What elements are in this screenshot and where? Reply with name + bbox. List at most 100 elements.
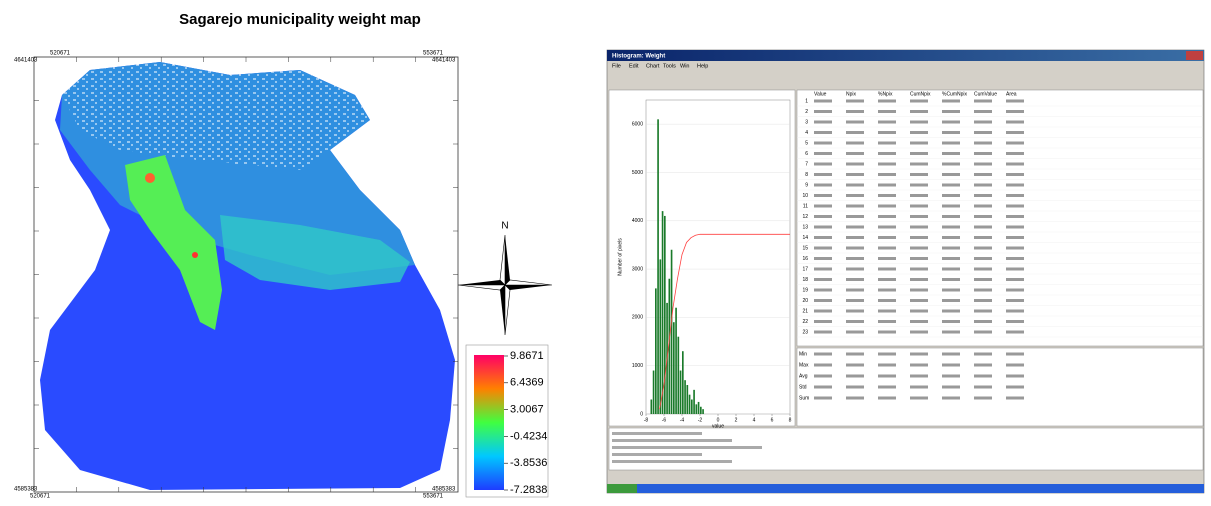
menu-item[interactable]: File <box>612 63 621 69</box>
menu-item[interactable]: Edit <box>629 63 639 69</box>
bar <box>673 322 675 414</box>
cell-text <box>910 320 928 323</box>
cell-text <box>1006 236 1024 239</box>
cell-text <box>814 100 832 103</box>
bar <box>682 351 684 414</box>
x-tick-label: -4 <box>680 417 685 423</box>
cell-text <box>814 310 832 313</box>
menu-item[interactable]: Chart <box>646 63 660 69</box>
cell-text <box>846 236 864 239</box>
cell-text <box>878 386 896 389</box>
cell-text <box>846 110 864 113</box>
cell-text <box>878 163 896 166</box>
cell-text <box>910 184 928 187</box>
menu-item[interactable]: Tools <box>663 63 676 69</box>
cell-text <box>974 289 992 292</box>
legend-label: -0.4234 <box>510 430 547 442</box>
cell-text <box>846 194 864 197</box>
cell-text <box>974 236 992 239</box>
cell-text <box>910 152 928 155</box>
stats-text <box>612 446 762 449</box>
cell-text <box>1006 320 1024 323</box>
cell-text <box>942 278 960 281</box>
menu-item[interactable]: Help <box>697 63 708 69</box>
row-number: 13 <box>802 224 808 230</box>
cell-text <box>1006 364 1024 367</box>
cell-text <box>974 184 992 187</box>
bar <box>662 211 664 414</box>
cell-text <box>1006 289 1024 292</box>
cell-text <box>974 331 992 334</box>
cell-text <box>878 205 896 208</box>
cell-text <box>878 364 896 367</box>
x-tick-label: 2 <box>735 417 738 423</box>
cell-text <box>878 310 896 313</box>
page: Sagarejo municipality weight map 520671 … <box>0 0 1211 506</box>
cell-text <box>942 289 960 292</box>
row-number: 21 <box>802 308 808 314</box>
summary-label: Std <box>799 384 807 390</box>
summary-label: Min <box>799 351 807 357</box>
cell-text <box>814 205 832 208</box>
row-number: 3 <box>805 119 808 125</box>
bar <box>678 337 680 414</box>
cell-text <box>1006 163 1024 166</box>
legend-label: 9.8671 <box>510 350 544 362</box>
cell-text <box>942 310 960 313</box>
cell-text <box>846 173 864 176</box>
row-number: 18 <box>802 277 808 283</box>
row-number: 1 <box>805 98 808 104</box>
cell-text <box>910 353 928 356</box>
cell-text <box>814 397 832 400</box>
corner-label: 4641403 <box>432 58 456 64</box>
cell-text <box>910 299 928 302</box>
y-tick-label: 0 <box>640 411 643 417</box>
cell-text <box>942 320 960 323</box>
cell-text <box>846 215 864 218</box>
cell-text <box>1006 152 1024 155</box>
row-number: 2 <box>805 109 808 115</box>
x-axis-label: value <box>712 423 724 429</box>
column-header: Value <box>814 91 827 97</box>
row-number: 5 <box>805 140 808 146</box>
cell-text <box>942 131 960 134</box>
cell-text <box>910 386 928 389</box>
cell-text <box>942 110 960 113</box>
cell-text <box>814 375 832 378</box>
menu-item[interactable]: Win <box>680 63 689 69</box>
cell-text <box>942 121 960 124</box>
y-axis-label: Number of pixels <box>617 238 623 276</box>
cell-text <box>814 331 832 334</box>
cell-text <box>814 152 832 155</box>
cell-text <box>974 353 992 356</box>
cell-text <box>878 353 896 356</box>
cell-text <box>942 236 960 239</box>
map-title: Sagarejo municipality weight map <box>179 11 421 28</box>
cell-text <box>974 142 992 145</box>
bar <box>691 400 693 414</box>
cell-text <box>814 299 832 302</box>
cell-text <box>910 100 928 103</box>
cell-text <box>974 226 992 229</box>
cell-text <box>878 152 896 155</box>
cell-text <box>814 320 832 323</box>
cell-text <box>846 163 864 166</box>
legend-colorbar <box>474 355 504 490</box>
legend-label: -7.2838 <box>510 484 547 496</box>
cell-text <box>814 173 832 176</box>
corner-label: 4641403 <box>14 58 38 64</box>
row-number: 16 <box>802 256 808 262</box>
cell-text <box>846 184 864 187</box>
cell-text <box>878 184 896 187</box>
cell-text <box>846 364 864 367</box>
cell-text <box>1006 226 1024 229</box>
cell-text <box>814 184 832 187</box>
legend-label: -3.8536 <box>510 457 547 469</box>
north-arrow <box>458 235 552 335</box>
x-tick-label: 8 <box>789 417 792 423</box>
cell-text <box>1006 375 1024 378</box>
north-label: N <box>501 221 508 232</box>
cell-text <box>814 142 832 145</box>
cell-text <box>974 131 992 134</box>
row-number: 6 <box>805 151 808 157</box>
